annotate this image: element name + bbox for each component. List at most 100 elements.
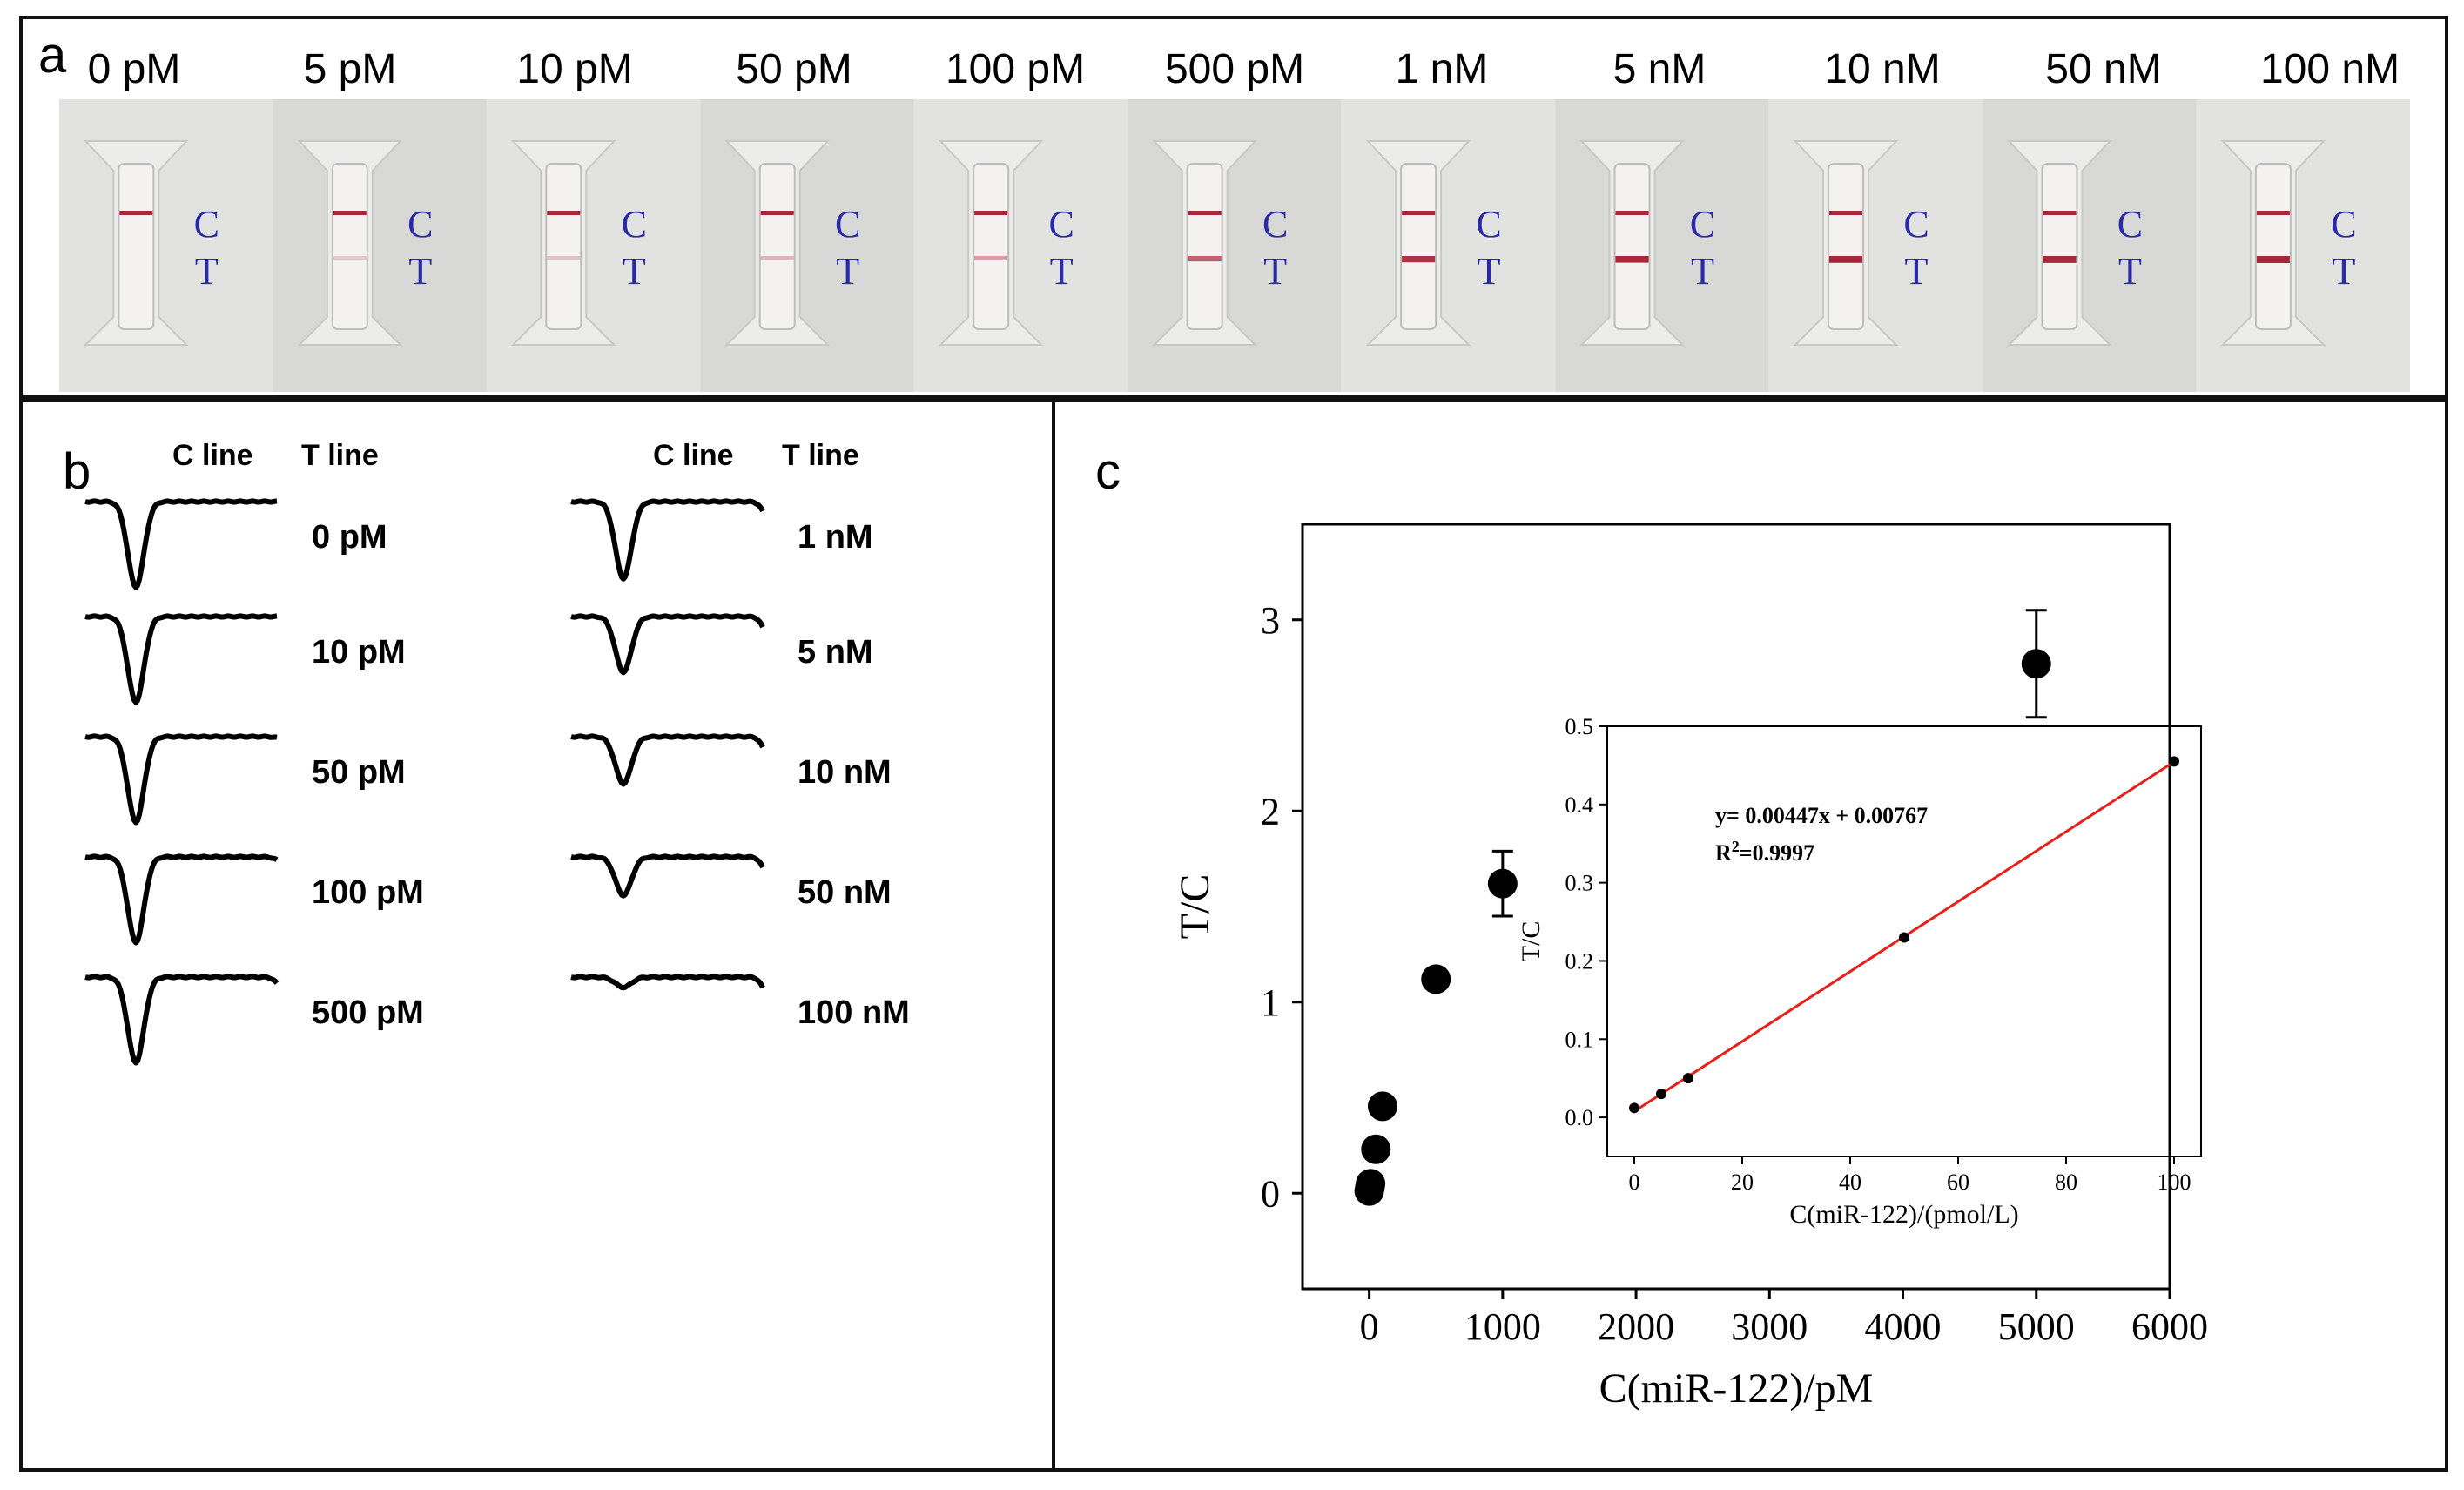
test-line bbox=[1829, 256, 1862, 263]
control-line bbox=[547, 211, 581, 215]
strip-membrane bbox=[1186, 163, 1223, 330]
concentration-label: 500 pM bbox=[1164, 46, 1305, 92]
inset-x-tick-label: 100 bbox=[2158, 1170, 2191, 1195]
intensity-trace bbox=[84, 498, 278, 590]
control-letter: C bbox=[1262, 203, 1288, 246]
inset-x-tick-label: 60 bbox=[1947, 1170, 1969, 1195]
panel-c-label: c bbox=[1095, 443, 1121, 500]
main-y-tick-label: 2 bbox=[1261, 790, 1280, 833]
test-letter: T bbox=[1478, 250, 1501, 293]
strip-membrane bbox=[1828, 163, 1864, 330]
test-line bbox=[2043, 256, 2077, 263]
inset-data-point bbox=[1656, 1089, 1666, 1100]
test-letter: T bbox=[836, 250, 859, 293]
test-letter: T bbox=[2118, 250, 2142, 293]
control-line bbox=[2043, 211, 2077, 215]
main-x-tick-label: 3000 bbox=[1731, 1305, 1808, 1348]
inset-x-tick-label: 20 bbox=[1731, 1170, 1754, 1195]
strip-cassette: CT bbox=[2196, 99, 2410, 392]
inset-plot: 0 20 40 60 80 100 0.0 0.1 0.2 0.3 0.4 0.5 C(miR-122)… bbox=[1517, 714, 2191, 1229]
concentration-label: 100 pM bbox=[945, 46, 1086, 92]
main-plot-frame bbox=[1301, 523, 2171, 1291]
main-data-point bbox=[1487, 868, 1518, 899]
main-x-tick-label: 2000 bbox=[1598, 1305, 1674, 1348]
strip-cassette: CT bbox=[1128, 99, 1342, 392]
c-line-header-left: C line bbox=[172, 439, 253, 472]
inset-y-axis-label: T/C bbox=[1517, 921, 1545, 962]
intensity-trace bbox=[84, 853, 279, 946]
inset-y-tick-label: 0.2 bbox=[1565, 948, 1594, 974]
main-y-tick-label: 0 bbox=[1261, 1172, 1280, 1215]
trace-label: 10 nM bbox=[798, 754, 892, 791]
strip-cassette: CT bbox=[1555, 99, 1769, 392]
control-letter: C bbox=[835, 203, 860, 246]
strip-cassette: CT bbox=[59, 99, 273, 392]
test-line bbox=[1402, 256, 1436, 263]
inset-x-tick-label: 0 bbox=[1629, 1170, 1640, 1195]
control-letter: C bbox=[194, 203, 219, 246]
test-line bbox=[547, 256, 581, 260]
panel-b-label: b bbox=[63, 443, 91, 500]
test-line bbox=[974, 256, 1008, 260]
inset-data-point bbox=[1683, 1073, 1693, 1084]
control-letter: C bbox=[1049, 203, 1074, 246]
control-letter: C bbox=[1476, 203, 1501, 246]
intensity-trace bbox=[570, 498, 765, 582]
inset-y-tick-label: 0.1 bbox=[1565, 1027, 1594, 1052]
trace-label: 50 nM bbox=[798, 874, 892, 911]
strip-cassette: CT bbox=[1341, 99, 1556, 392]
concentration-label: 10 nM bbox=[1824, 46, 1941, 92]
strip-membrane bbox=[545, 163, 582, 330]
control-letter: C bbox=[622, 203, 647, 246]
main-x-axis-label: C(miR-122)/pM bbox=[1599, 1365, 1874, 1412]
control-letter: C bbox=[2331, 203, 2356, 246]
strip-membrane bbox=[331, 163, 368, 330]
main-data-point bbox=[1356, 1169, 1386, 1199]
main-data-point bbox=[1367, 1091, 1397, 1122]
intensity-trace bbox=[570, 974, 765, 991]
trace-label: 1 nM bbox=[798, 519, 873, 556]
inset-x-tick-label: 80 bbox=[2055, 1170, 2077, 1195]
control-letter: C bbox=[2117, 203, 2143, 246]
main-data-point bbox=[1421, 964, 1451, 994]
control-line bbox=[1829, 211, 1862, 215]
trace-label: 100 pM bbox=[312, 874, 424, 911]
main-y-axis-label: T/C bbox=[1172, 874, 1218, 940]
strip-cassette: CT bbox=[1768, 99, 1983, 392]
r-squared: R2=0.9997 bbox=[1715, 838, 1814, 866]
main-x-tick-label: 5000 bbox=[1998, 1305, 2075, 1348]
tc-calibration-chart: y= 0.00447x + 0.00767 R2=0.9997 0 1000 200… bbox=[1172, 523, 2208, 1412]
inset-data-point bbox=[2169, 756, 2179, 767]
inset-data-point bbox=[1629, 1102, 1639, 1114]
main-y-tick-label: 1 bbox=[1261, 981, 1280, 1024]
control-line bbox=[974, 211, 1008, 215]
panel-a-label: a bbox=[38, 27, 67, 84]
concentration-label: 0 pM bbox=[87, 46, 181, 92]
panel-c: c y= 0.00447x + 0.00767 R2=0.9997 0 1000 2… bbox=[1052, 399, 2448, 1472]
main-y-tick-label: 3 bbox=[1261, 599, 1280, 642]
test-letter: T bbox=[408, 250, 432, 293]
panel-a: a 0 pM 5 pM 10 pM 50 pM 100 pM 500 pM 1 nM 5 nM… bbox=[19, 16, 2448, 399]
concentration-label: 10 pM bbox=[516, 46, 633, 92]
test-letter: T bbox=[1263, 250, 1287, 293]
strip-cassette: CT bbox=[273, 99, 487, 392]
intensity-trace bbox=[84, 613, 278, 705]
test-letter: T bbox=[1691, 250, 1714, 293]
strip-membrane bbox=[2041, 163, 2078, 330]
intensity-trace bbox=[84, 733, 278, 826]
control-line bbox=[2256, 211, 2290, 215]
concentration-label: 50 nM bbox=[2045, 46, 2162, 92]
t-line-header-left: T line bbox=[301, 439, 379, 472]
strip-cassette: CT bbox=[913, 99, 1128, 392]
trace-label: 0 pM bbox=[312, 519, 387, 556]
concentration-label: 100 nM bbox=[2259, 46, 2400, 92]
control-letter: C bbox=[1903, 203, 1929, 246]
main-x-tick-label: 6000 bbox=[2131, 1305, 2208, 1348]
c-line-header-right: C line bbox=[653, 439, 734, 472]
inset-y-tick-label: 0.3 bbox=[1565, 871, 1594, 896]
strip-membrane bbox=[1400, 163, 1437, 330]
intensity-trace bbox=[570, 853, 765, 899]
strip-cassette: CT bbox=[1983, 99, 2197, 392]
t-line-header-right: T line bbox=[782, 439, 859, 472]
